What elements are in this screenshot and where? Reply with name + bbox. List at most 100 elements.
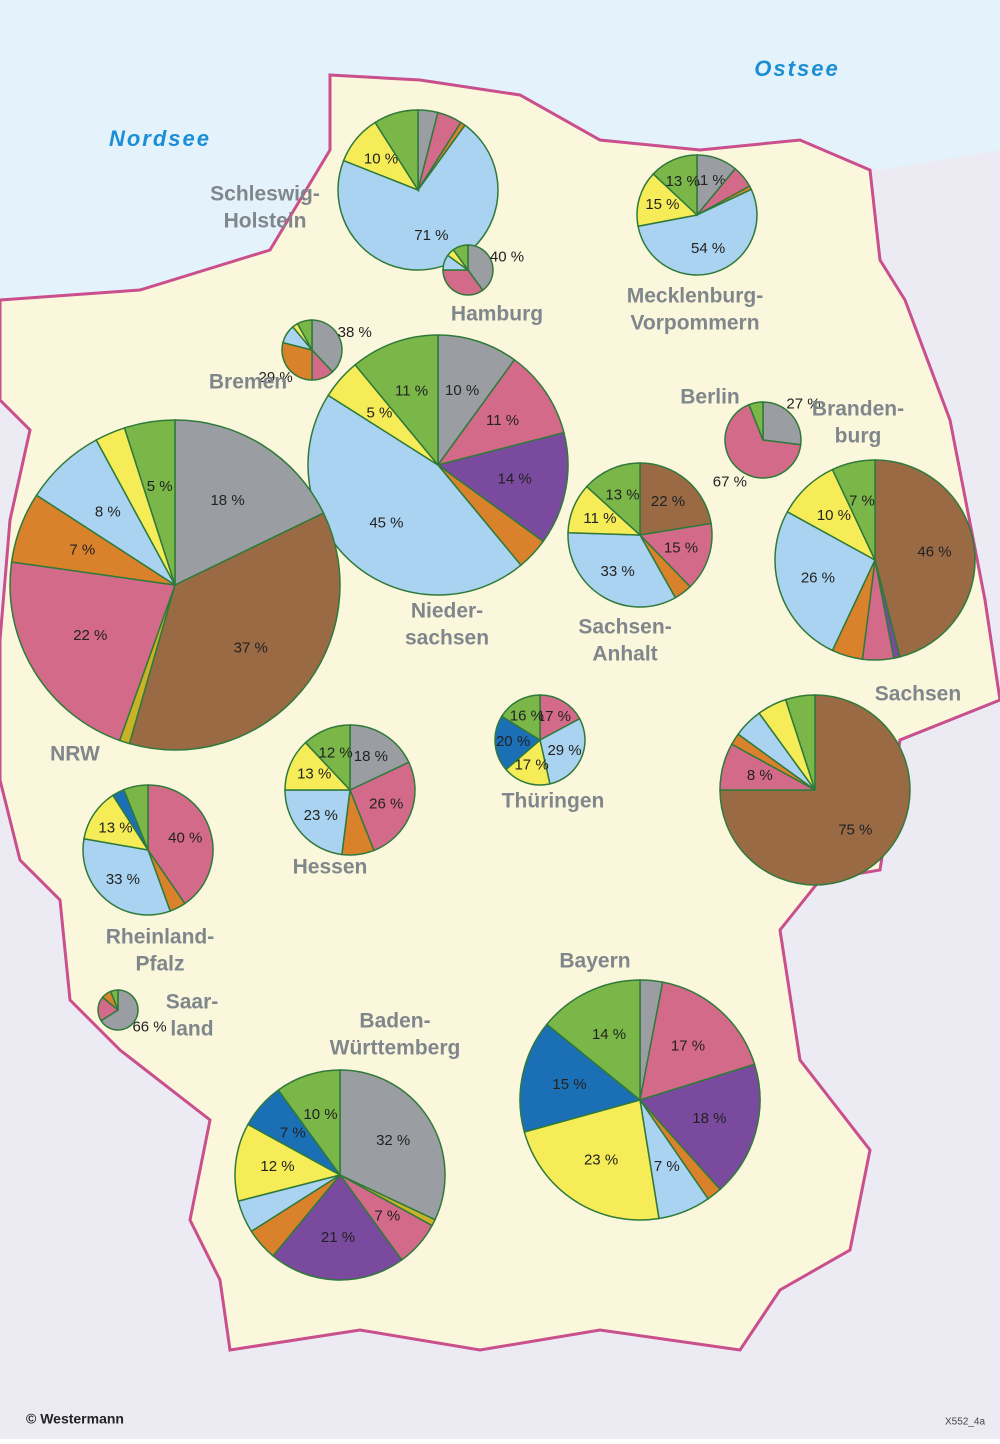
pie-slice <box>719 694 911 886</box>
slice-label: 20 % <box>496 733 530 750</box>
pie-slice <box>638 522 713 588</box>
slice-label: 13 % <box>98 819 132 836</box>
slice-label: 18 % <box>210 492 244 509</box>
slice-label: 23 % <box>304 807 338 824</box>
slice-label: 7 % <box>69 541 95 558</box>
slice-label: 13 % <box>605 486 639 503</box>
slice-label: 22 % <box>73 627 107 644</box>
slice-label: 10 % <box>303 1106 337 1123</box>
state-label: Branden- <box>812 398 904 421</box>
pie-slice <box>123 419 176 586</box>
slice-label: 5 % <box>147 478 173 495</box>
slice-label: 15 % <box>552 1076 586 1093</box>
slice-label: 15 % <box>664 540 698 557</box>
copyright: © Westermann <box>26 1411 124 1427</box>
pie-slice <box>272 1173 403 1281</box>
state-label: Hamburg <box>451 303 543 326</box>
slice-label: 11 % <box>693 172 726 189</box>
slice-label: 10 % <box>445 382 479 399</box>
slice-label: 18 % <box>354 748 388 765</box>
pies: 71 % 10 % Schleswig- Holstein 40 % Hamburg 11 … <box>9 109 976 1281</box>
slice-label: 11 % <box>395 383 428 400</box>
slice-label: 11 % <box>486 412 519 429</box>
pie-slice <box>636 172 699 228</box>
slice-label: 26 % <box>801 570 835 587</box>
slice-label: 13 % <box>666 173 700 190</box>
sea-label: Ostsee <box>754 56 839 81</box>
state-label: Nieder- <box>411 600 483 623</box>
state-label: Württemberg <box>330 1037 461 1060</box>
slice-label: 27 % <box>786 395 820 412</box>
state-label: Saar- <box>166 991 219 1014</box>
slice-label: 11 % <box>583 510 616 527</box>
pie-slice <box>9 561 177 742</box>
pie-slice <box>354 334 439 468</box>
pie-slice <box>281 341 313 381</box>
pie-slice <box>100 989 139 1031</box>
pie-slice <box>284 789 351 856</box>
state-label: Thüringen <box>502 790 605 813</box>
pie-slice <box>442 269 484 296</box>
slice-label: 7 % <box>280 1124 306 1141</box>
slice-label: 45 % <box>369 514 403 531</box>
slice-label: 21 % <box>321 1229 355 1246</box>
pie-slice <box>638 1063 761 1191</box>
slice-label: 38 % <box>338 324 372 341</box>
state-label: Bremen <box>209 371 287 394</box>
slice-label: 67 % <box>713 474 747 491</box>
state-label: NRW <box>50 743 100 766</box>
slice-label: 66 % <box>132 1018 166 1035</box>
slice-label: 37 % <box>234 640 268 657</box>
pie-slice <box>762 401 802 446</box>
slice-label: 18 % <box>692 1110 726 1127</box>
pie-slice <box>585 462 641 537</box>
pie-slice <box>639 981 756 1102</box>
pie-slice <box>374 109 419 193</box>
pie-slice <box>174 419 325 587</box>
state-label: Bayern <box>559 950 630 973</box>
slice-label: 75 % <box>838 821 872 838</box>
pie-slice <box>652 154 698 217</box>
map-code: X552_4a <box>945 1417 985 1428</box>
pie-slice <box>724 403 802 479</box>
pie-slice <box>831 459 876 561</box>
pie-slice <box>639 462 712 536</box>
pie-slice <box>637 188 758 276</box>
pie-slice <box>545 979 641 1102</box>
pie-slice <box>784 694 816 791</box>
pie-slice <box>307 394 522 596</box>
pie-slice <box>539 717 586 785</box>
slice-label: 22 % <box>651 493 685 510</box>
pie-slice <box>437 334 516 468</box>
slice-label: 7 % <box>849 492 875 509</box>
slice-label: 32 % <box>376 1132 410 1149</box>
state-label: Rheinland- <box>106 926 215 949</box>
slice-label: 12 % <box>319 745 353 762</box>
slice-label: 7 % <box>374 1208 400 1225</box>
state-label: sachsen <box>405 627 489 650</box>
state-label: burg <box>835 425 882 448</box>
sea <box>0 0 1000 300</box>
pie-slice <box>349 724 410 792</box>
state-label: Mecklenburg- <box>627 285 764 308</box>
pie-slice <box>296 319 313 351</box>
slice-label: 8 % <box>747 767 773 784</box>
pie-slice <box>122 784 149 851</box>
pie-slice <box>128 512 341 751</box>
pie-slice <box>504 738 551 786</box>
slice-label: 40 % <box>168 829 202 846</box>
slice-label: 26 % <box>369 795 403 812</box>
state-label: Sachsen <box>875 683 961 706</box>
slice-label: 12 % <box>260 1158 294 1175</box>
pie-slice <box>500 694 541 742</box>
pie-slice <box>311 319 343 373</box>
slice-label: 17 % <box>514 757 548 774</box>
slice-label: 7 % <box>654 1158 680 1175</box>
slice-label: 29 % <box>547 742 581 759</box>
slice-label: 8 % <box>95 503 121 520</box>
pie-slice <box>349 761 416 852</box>
pie-slice <box>304 724 351 792</box>
state-label: Vorpommern <box>630 312 759 335</box>
slice-label: 14 % <box>498 471 532 488</box>
